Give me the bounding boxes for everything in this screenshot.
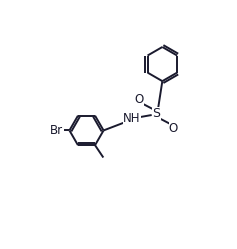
Text: Br: Br <box>50 124 64 137</box>
Text: O: O <box>169 122 178 135</box>
Text: S: S <box>152 107 160 120</box>
Text: NH: NH <box>123 112 140 124</box>
Text: O: O <box>135 93 144 106</box>
